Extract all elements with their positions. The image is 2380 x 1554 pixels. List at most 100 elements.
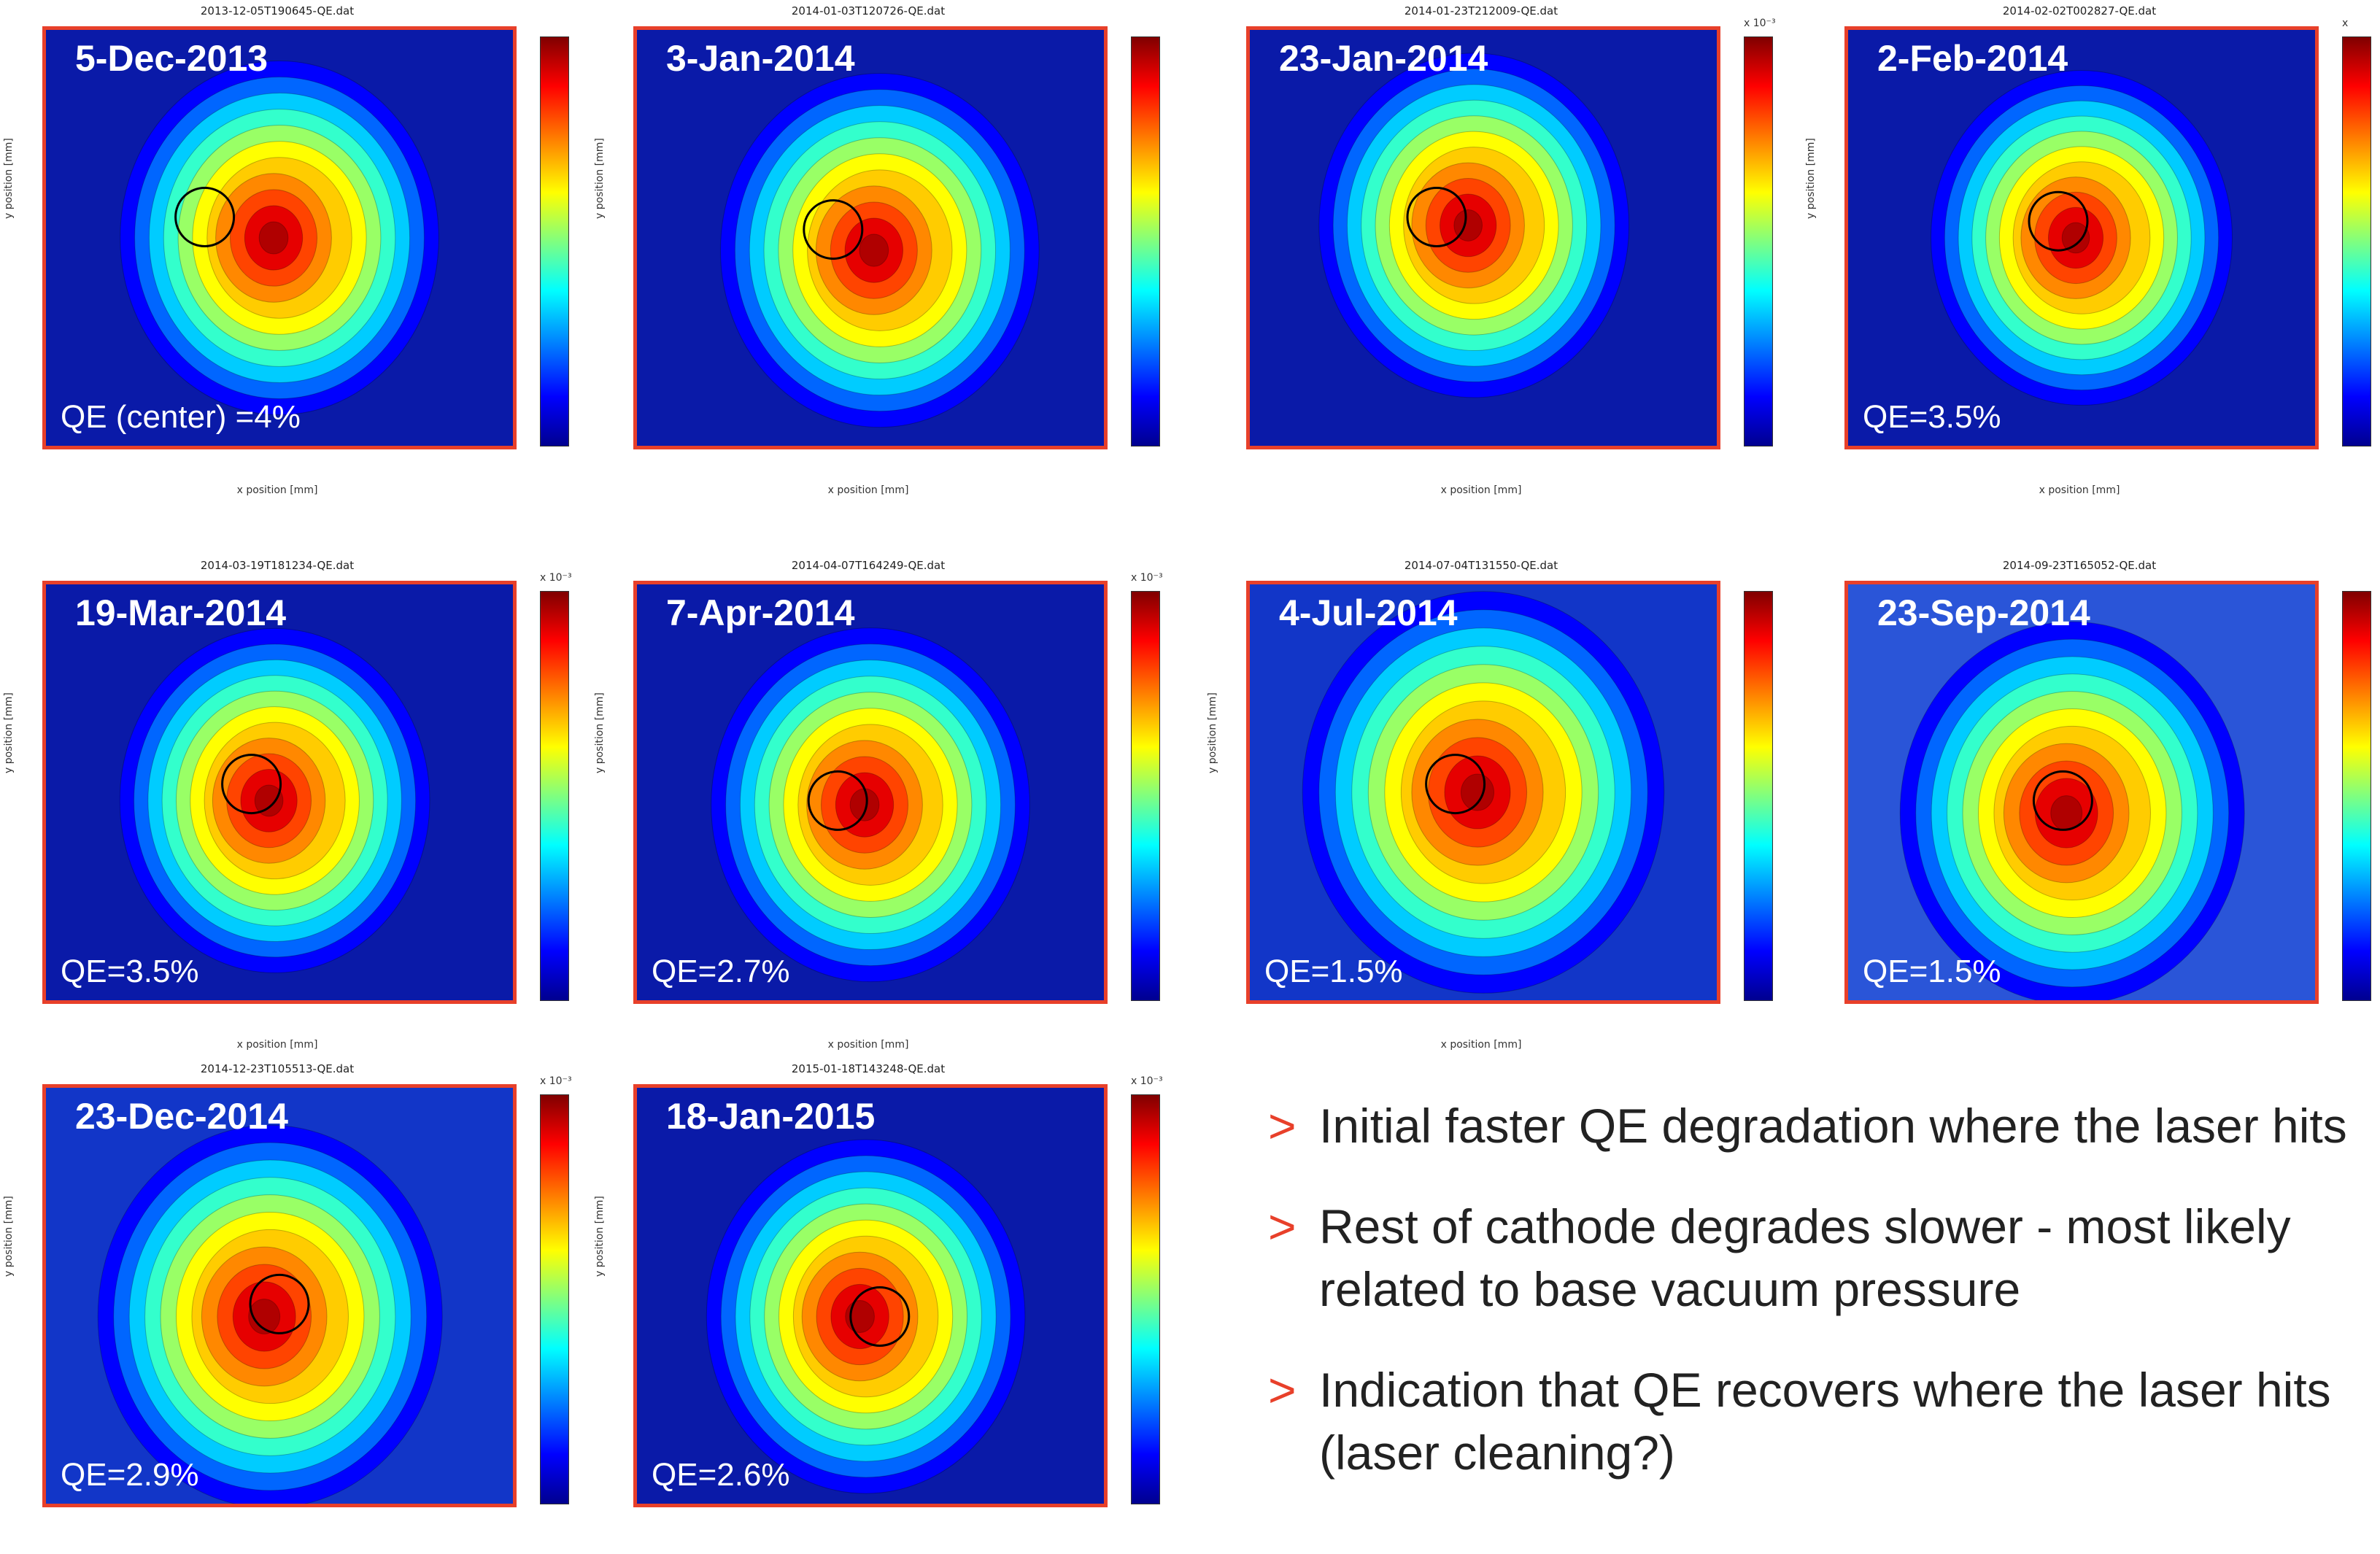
qe-contour bbox=[254, 784, 284, 817]
data-filename: 2014-04-07T164249-QE.dat bbox=[791, 559, 946, 572]
colorbar bbox=[540, 1094, 569, 1504]
colorbar-exponent: x 10⁻³ bbox=[1744, 18, 1776, 29]
colorbar bbox=[540, 591, 569, 1001]
qe-map-plot: 23-Sep-2014 QE=1.5% bbox=[1844, 581, 2319, 1004]
qe-map-plot: 18-Jan-2015 QE=2.6% bbox=[633, 1084, 1108, 1507]
colorbar bbox=[540, 36, 569, 447]
qe-map-plot: 19-Mar-2014 QE=3.5% bbox=[42, 581, 517, 1004]
data-filename: 2014-03-19T181234-QE.dat bbox=[200, 559, 355, 572]
qe-map-panel: 2014-04-07T164249-QE.dat 7-Apr-2014 QE=2.7… bbox=[591, 554, 1175, 1051]
laser-spot-ring bbox=[807, 770, 868, 831]
colorbar bbox=[2342, 591, 2371, 1001]
measurement-date: 23-Jan-2014 bbox=[1279, 38, 1488, 79]
colorbar bbox=[1744, 591, 1773, 1001]
qe-contour bbox=[1460, 773, 1495, 811]
data-filename: 2014-01-23T212009-QE.dat bbox=[1404, 4, 1558, 18]
x-axis-label: x position [mm] bbox=[827, 1039, 909, 1051]
bullet-text: Initial faster QE degradation where the … bbox=[1319, 1099, 2347, 1153]
y-axis-label: y position [mm] bbox=[594, 1196, 606, 1277]
qe-heatmap bbox=[1931, 70, 2233, 406]
bullet-marker: > bbox=[1268, 1199, 1297, 1253]
y-axis-label: y position [mm] bbox=[594, 138, 606, 219]
colorbar-exponent: x 10⁻³ bbox=[1131, 572, 1163, 584]
qe-heatmap bbox=[720, 73, 1040, 428]
x-axis-label: x position [mm] bbox=[1440, 484, 1522, 496]
qe-map-panel: 2014-09-23T165052-QE.dat 23-Sep-2014 QE=1.… bbox=[1802, 554, 2380, 1051]
qe-map-plot: 4-Jul-2014 QE=1.5% bbox=[1246, 581, 1720, 1004]
qe-map-panel: 2014-07-04T131550-QE.dat 4-Jul-2014 QE=1.5… bbox=[1204, 554, 1788, 1051]
qe-map-plot: 2-Feb-2014 QE=3.5% bbox=[1844, 26, 2319, 449]
qe-map-panel: 2015-01-18T143248-QE.dat 18-Jan-2015 QE=2.… bbox=[591, 1058, 1175, 1554]
bullet-text: Rest of cathode degrades slower - most l… bbox=[1319, 1199, 2291, 1316]
qe-map-panel: 2014-01-23T212009-QE.dat 23-Jan-2014 x pos… bbox=[1204, 0, 1788, 496]
y-axis-label: y position [mm] bbox=[594, 692, 606, 773]
conclusions-list: > Initial faster QE degradation where th… bbox=[1268, 1094, 2380, 1522]
laser-spot-ring bbox=[249, 1273, 310, 1334]
data-filename: 2013-12-05T190645-QE.dat bbox=[200, 4, 355, 18]
bullet-text: Indication that QE recovers where the la… bbox=[1319, 1363, 2331, 1480]
qe-contour bbox=[859, 233, 889, 267]
data-filename: 2014-12-23T105513-QE.dat bbox=[200, 1062, 355, 1075]
bullet-marker: > bbox=[1268, 1363, 1297, 1417]
qe-value: QE=1.5% bbox=[1863, 954, 2001, 989]
qe-map-panel: 2014-01-03T120726-QE.dat 3-Jan-2014 y posi… bbox=[591, 0, 1175, 496]
x-axis-label: x position [mm] bbox=[236, 1039, 318, 1051]
colorbar bbox=[1131, 591, 1160, 1001]
qe-value: QE=1.5% bbox=[1264, 954, 1403, 989]
data-filename: 2014-09-23T165052-QE.dat bbox=[2002, 559, 2157, 572]
qe-heatmap bbox=[706, 1139, 1026, 1494]
measurement-date: 3-Jan-2014 bbox=[666, 38, 855, 79]
colorbar-exponent: x 10⁻³ bbox=[540, 1075, 572, 1087]
x-axis-label: x position [mm] bbox=[2039, 484, 2120, 496]
qe-value: QE=3.5% bbox=[61, 954, 199, 989]
y-axis-label: y position [mm] bbox=[1207, 692, 1218, 773]
y-axis-label: y position [mm] bbox=[3, 138, 15, 219]
x-axis-label: x position [mm] bbox=[1440, 1039, 1522, 1051]
y-axis-label: y position [mm] bbox=[1805, 138, 1817, 219]
laser-spot-ring bbox=[1406, 187, 1467, 247]
laser-spot-ring bbox=[849, 1286, 911, 1347]
qe-heatmap bbox=[1302, 591, 1665, 994]
x-axis-label: x position [mm] bbox=[236, 484, 318, 496]
qe-value: QE (center) =4% bbox=[61, 399, 301, 435]
laser-spot-ring bbox=[2032, 770, 2093, 831]
qe-map-plot: 23-Dec-2014 QE=2.9% bbox=[42, 1084, 517, 1507]
x-axis-label: x position [mm] bbox=[827, 484, 909, 496]
measurement-date: 2-Feb-2014 bbox=[1877, 38, 2068, 79]
measurement-date: 5-Dec-2013 bbox=[75, 38, 268, 79]
measurement-date: 23-Dec-2014 bbox=[75, 1096, 288, 1137]
data-filename: 2014-02-02T002827-QE.dat bbox=[2002, 4, 2157, 18]
qe-map-panel: 2014-02-02T002827-QE.dat 2-Feb-2014 QE=3.5… bbox=[1802, 0, 2380, 496]
qe-value: QE=2.6% bbox=[652, 1457, 790, 1493]
qe-heatmap bbox=[1899, 621, 2245, 1000]
qe-map-plot: 5-Dec-2013 QE (center) =4% bbox=[42, 26, 517, 449]
colorbar bbox=[1131, 36, 1160, 447]
colorbar bbox=[2342, 36, 2371, 447]
qe-heatmap bbox=[97, 1124, 443, 1504]
qe-contour bbox=[849, 788, 880, 822]
qe-value: QE=3.5% bbox=[1863, 399, 2001, 435]
measurement-date: 4-Jul-2014 bbox=[1279, 592, 1458, 633]
colorbar bbox=[1131, 1094, 1160, 1504]
data-filename: 2015-01-18T143248-QE.dat bbox=[791, 1062, 946, 1075]
laser-spot-ring bbox=[221, 754, 282, 815]
qe-heatmap bbox=[119, 627, 430, 973]
qe-map-plot: 7-Apr-2014 QE=2.7% bbox=[633, 581, 1108, 1004]
data-filename: 2014-01-03T120726-QE.dat bbox=[791, 4, 946, 18]
y-axis-label: y position [mm] bbox=[3, 1196, 15, 1277]
qe-map-panel: 2014-12-23T105513-QE.dat 23-Dec-2014 QE=2.… bbox=[0, 1058, 584, 1554]
data-filename: 2014-07-04T131550-QE.dat bbox=[1404, 559, 1558, 572]
qe-contour bbox=[258, 221, 289, 255]
colorbar-exponent: x 10⁻³ bbox=[540, 572, 572, 584]
colorbar-exponent: x 10⁻³ bbox=[1131, 1075, 1163, 1087]
laser-spot-ring bbox=[174, 187, 236, 247]
y-axis-label: y position [mm] bbox=[3, 692, 15, 773]
measurement-date: 19-Mar-2014 bbox=[75, 592, 287, 633]
qe-map-plot: 23-Jan-2014 bbox=[1246, 26, 1720, 449]
laser-spot-ring bbox=[1425, 754, 1486, 815]
qe-value: QE=2.9% bbox=[61, 1457, 199, 1493]
qe-map-plot: 3-Jan-2014 bbox=[633, 26, 1108, 449]
qe-contour bbox=[2061, 222, 2090, 254]
bullet-item: > Rest of cathode degrades slower - most… bbox=[1268, 1195, 2380, 1321]
qe-map-panel: 2013-12-05T190645-QE.dat 5-Dec-2013 QE (ce… bbox=[0, 0, 584, 496]
